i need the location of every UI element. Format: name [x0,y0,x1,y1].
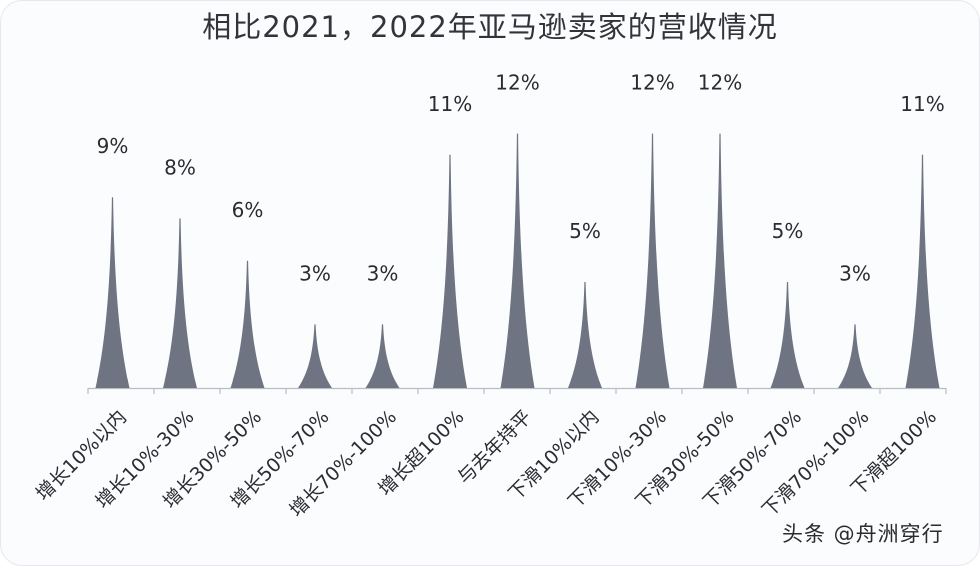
bars-group [95,133,940,388]
value-label: 11% [428,92,472,116]
value-label: 3% [367,261,399,285]
value-label: 3% [299,261,331,285]
spike-bar [298,324,332,388]
watermark: 头条 @舟洲穿行 [782,522,944,546]
value-label: 6% [232,198,264,222]
spike-bar [230,260,265,388]
value-label: 11% [900,92,944,116]
value-labels: 9% 8% 6% 3% 3% 11% 12% 5% 12% 12% 5% 3% 11% [97,71,945,286]
value-label: 5% [569,219,601,243]
value-label: 8% [164,155,196,179]
value-label: 9% [97,134,129,158]
value-label: 3% [839,261,871,285]
value-label: 12% [630,71,674,95]
spike-bar [433,154,467,388]
spike-bar [838,324,872,388]
spike-bar [635,133,670,388]
value-label: 5% [772,219,804,243]
chart-title: 相比2021，2022年亚马逊卖家的营收情况 [202,10,778,44]
spike-bar [703,133,737,388]
value-label: 12% [698,71,742,95]
x-axis [87,387,947,394]
spike-bar [95,197,130,388]
value-label: 12% [495,71,539,95]
spike-bar [568,282,602,388]
spike-bar [365,324,400,388]
spike-bar [905,154,940,388]
spike-bar [770,282,805,388]
spike-bar [500,133,535,388]
spike-bar [163,218,197,388]
category-labels: 增长10%以内增长10%-30%增长30%-50%增长50%-70%增长70%-… [32,406,941,522]
